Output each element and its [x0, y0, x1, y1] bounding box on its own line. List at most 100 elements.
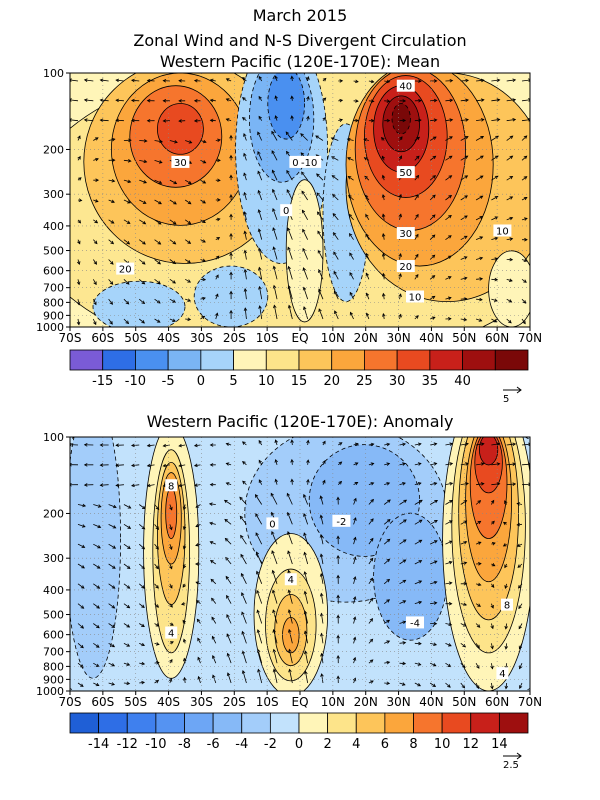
contour-label: 10 — [496, 226, 509, 237]
wind-vector-head — [286, 150, 290, 155]
y-tick-label: 600 — [43, 265, 64, 278]
wind-vector-head — [386, 640, 391, 644]
wind-vector-head — [240, 534, 244, 539]
wind-vector — [179, 464, 186, 467]
wind-vector-head — [70, 98, 72, 102]
wind-vector — [184, 677, 186, 684]
wind-vector-head — [178, 79, 182, 83]
wind-vector-head — [78, 198, 83, 202]
wind-vector — [77, 523, 86, 528]
wind-vector-head — [353, 497, 357, 502]
y-tick-label: 100 — [43, 67, 64, 80]
wind-vector-head — [196, 600, 200, 604]
wind-vector-head — [229, 154, 233, 159]
wind-vector — [169, 563, 173, 569]
wind-vector-head — [99, 98, 104, 103]
wind-vector — [195, 504, 201, 508]
wind-vector-head — [225, 98, 230, 102]
colorbar-swatch — [265, 349, 300, 371]
colorbar-swatch — [396, 349, 431, 371]
wind-vector-head — [317, 211, 321, 216]
wind-vector-head — [174, 140, 178, 144]
wind-vector-head — [330, 137, 335, 141]
x-tick-label: 50S — [124, 331, 147, 345]
wind-vector-head — [83, 463, 88, 467]
wind-vector-head — [155, 661, 160, 665]
wind-vector — [184, 199, 192, 205]
wind-vector — [521, 197, 528, 201]
wind-vector-head — [386, 681, 391, 686]
wind-vector-head — [94, 199, 99, 203]
y-tick-label: 300 — [43, 188, 64, 201]
wind-vector — [123, 563, 131, 569]
wind-vector-head — [76, 281, 81, 286]
wind-vector-head — [306, 76, 310, 80]
wind-vector-head — [111, 682, 116, 686]
wind-vector — [77, 563, 85, 569]
wind-vector-head — [287, 227, 291, 232]
wind-vector-head — [477, 500, 482, 504]
y-tick-label: 800 — [43, 296, 64, 309]
wind-vector-head — [528, 462, 530, 467]
wind-vector — [382, 313, 385, 320]
wind-vector — [93, 662, 100, 667]
wind-vector-head — [402, 559, 407, 563]
wind-vector — [275, 459, 278, 465]
wind-vector — [399, 682, 406, 686]
wind-vector — [491, 196, 498, 201]
wind-vector — [108, 662, 115, 667]
wind-vector — [353, 498, 357, 505]
wind-vector — [382, 194, 385, 201]
wind-vector-head — [162, 119, 167, 123]
wind-vector-head — [96, 585, 101, 589]
wind-vector-head — [348, 213, 353, 218]
wind-vector — [414, 155, 420, 161]
wind-vector-head — [381, 213, 386, 218]
wind-vector-head — [93, 240, 98, 245]
wind-vector — [506, 463, 516, 466]
wind-vector-head — [333, 251, 337, 256]
wind-vector-head — [464, 175, 469, 179]
wind-vector — [332, 213, 339, 221]
wind-vector-head — [447, 643, 452, 647]
wind-vector — [291, 459, 293, 465]
wind-vector-head — [202, 180, 207, 184]
wind-vector-head — [433, 118, 438, 122]
wind-vector — [108, 279, 114, 285]
wind-vector-head — [110, 240, 115, 245]
wind-vector-head — [317, 230, 321, 235]
wind-vector — [154, 603, 159, 608]
wind-vector — [286, 189, 293, 201]
wind-vector — [347, 157, 354, 161]
wind-vector-head — [479, 236, 484, 240]
wind-vector — [271, 531, 278, 545]
wind-vector — [108, 523, 116, 529]
wind-vector-head — [463, 581, 468, 586]
wind-vector — [288, 285, 293, 300]
wind-vector-head — [255, 513, 259, 517]
wind-vector — [475, 216, 483, 221]
wind-vector-head — [319, 533, 324, 538]
wind-vector-head — [195, 523, 200, 528]
wind-vector-head — [322, 117, 327, 121]
contour-label-bg — [297, 155, 322, 168]
wind-vector — [184, 278, 191, 283]
wind-vector-head — [355, 118, 359, 123]
wind-vector-head — [95, 644, 100, 648]
wind-vector-head — [169, 506, 173, 511]
wind-vector-head — [491, 563, 496, 567]
y-tick-label: 900 — [43, 309, 64, 322]
wind-vector-head — [509, 135, 514, 139]
wind-vector — [445, 463, 453, 466]
wind-vector — [349, 272, 354, 280]
wind-vector-head — [229, 252, 233, 256]
wind-vector-head — [127, 525, 132, 529]
wind-vector — [366, 273, 370, 280]
wind-vector — [139, 642, 145, 646]
wind-vector-head — [512, 98, 517, 102]
wind-vector — [139, 239, 146, 245]
wind-vector — [399, 662, 406, 665]
colorbar-swatch — [102, 349, 136, 371]
wind-vector-head — [243, 211, 247, 215]
wind-vector-head — [402, 641, 407, 645]
